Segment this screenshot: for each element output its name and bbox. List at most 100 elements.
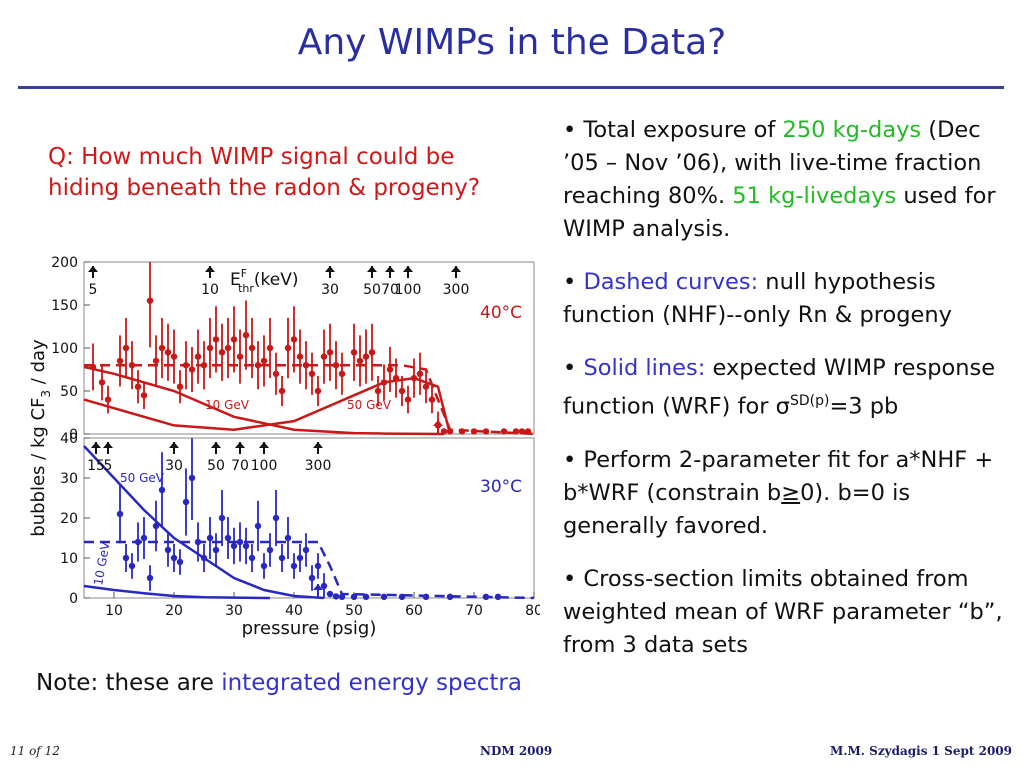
bullet-list: • Total exposure of 250 kg-days (Dec ’05… [563,114,1008,682]
data-point [230,542,238,550]
data-point [134,538,142,546]
energy-marker-label: 50 [207,458,225,474]
data-point [260,562,268,570]
energy-marker-label: 300 [443,282,470,298]
data-point [248,344,256,352]
data-point [218,349,226,356]
data-point [104,396,112,403]
data-point [326,349,334,356]
footer-author: M.M. Szydagis 1 Sept 2009 [830,744,1012,758]
data-point [404,396,412,403]
data-point [122,344,130,352]
threshold-arrowhead [313,584,323,590]
data-point [470,428,478,435]
data-point [200,554,208,562]
data-point [332,362,340,369]
x-tick-label: 20 [165,603,183,619]
data-point [248,554,256,562]
energy-marker-label: 300 [305,458,332,474]
y-tick-label: 0 [69,591,78,607]
energy-marker-arrowhead [211,442,221,448]
data-point [140,392,148,399]
data-point [338,370,346,377]
data-point [236,353,244,360]
energy-marker-label: 50 [363,282,381,298]
y-tick-label: 20 [60,511,78,527]
x-axis-label: pressure (psig) [242,618,377,639]
data-point [350,593,358,600]
data-point [332,593,340,600]
data-point [524,428,532,435]
y-tick-label: 10 [60,551,78,567]
x-tick-label: 80 [525,603,540,619]
data-point [116,510,124,518]
data-point [380,593,388,600]
data-point [308,574,316,582]
data-point [266,344,274,352]
data-point [152,357,160,365]
note-highlight: integrated energy spectra [221,670,522,696]
data-point [170,353,178,360]
data-point [512,428,520,435]
title-divider [18,86,1004,89]
energy-marker-arrowhead [259,442,269,448]
data-point [164,546,172,554]
data-point [326,590,334,598]
data-point [194,353,202,360]
data-point [188,366,196,373]
data-point [242,542,250,550]
data-point [278,387,286,395]
energy-marker-label: 30 [321,282,339,298]
data-point [272,514,280,522]
y-tick-label: 150 [51,298,78,314]
energy-marker-arrowhead [91,442,101,448]
slide-title: Any WIMPs in the Data? [297,22,727,63]
data-point [188,474,196,482]
bottom-curve-label-50gev: 50 GeV [120,471,165,485]
data-point [128,362,136,369]
data-point [302,362,310,369]
note-text: Note: these are integrated energy spectr… [36,670,522,696]
data-point [158,486,166,494]
data-point [182,498,190,506]
data-point [290,562,298,570]
data-point [440,428,448,435]
y-tick-label: 0 [69,427,78,443]
energy-marker-arrowhead [235,442,245,448]
data-point [206,344,214,352]
data-point [308,370,316,377]
data-point [368,349,376,356]
data-point [194,538,202,546]
energy-marker-label: 15 [87,458,105,474]
bullet-solid-lines: • Solid lines: expected WIMP response fu… [563,355,996,420]
bottom-curve-label-10gev: 10 GeV [91,540,113,587]
x-tick-label: 10 [105,603,123,619]
energy-marker-label: 5 [89,282,98,298]
data-point [518,428,526,435]
data-point [278,554,286,562]
data-point [296,353,304,360]
data-point [284,534,292,542]
data-point [398,593,406,600]
x-tick-label: 40 [285,603,303,619]
data-point [176,383,184,390]
x-tick-label: 70 [465,603,483,619]
bullet-fit: • Perform 2-parameter fit for a*NHF + b*… [563,446,994,539]
data-point [320,582,328,590]
data-point [422,593,430,600]
data-point [392,374,400,382]
data-point [218,514,226,522]
energy-marker-label: 5 [104,458,113,474]
energy-marker-label: 100 [395,282,422,298]
data-point [212,336,220,343]
data-point [362,353,370,360]
data-point [89,363,97,371]
energy-marker-arrowhead [325,266,335,272]
data-point [380,379,388,386]
data-point [398,387,406,395]
data-point [170,554,178,562]
energy-marker-label: 70 [381,282,399,298]
data-point [296,554,304,562]
